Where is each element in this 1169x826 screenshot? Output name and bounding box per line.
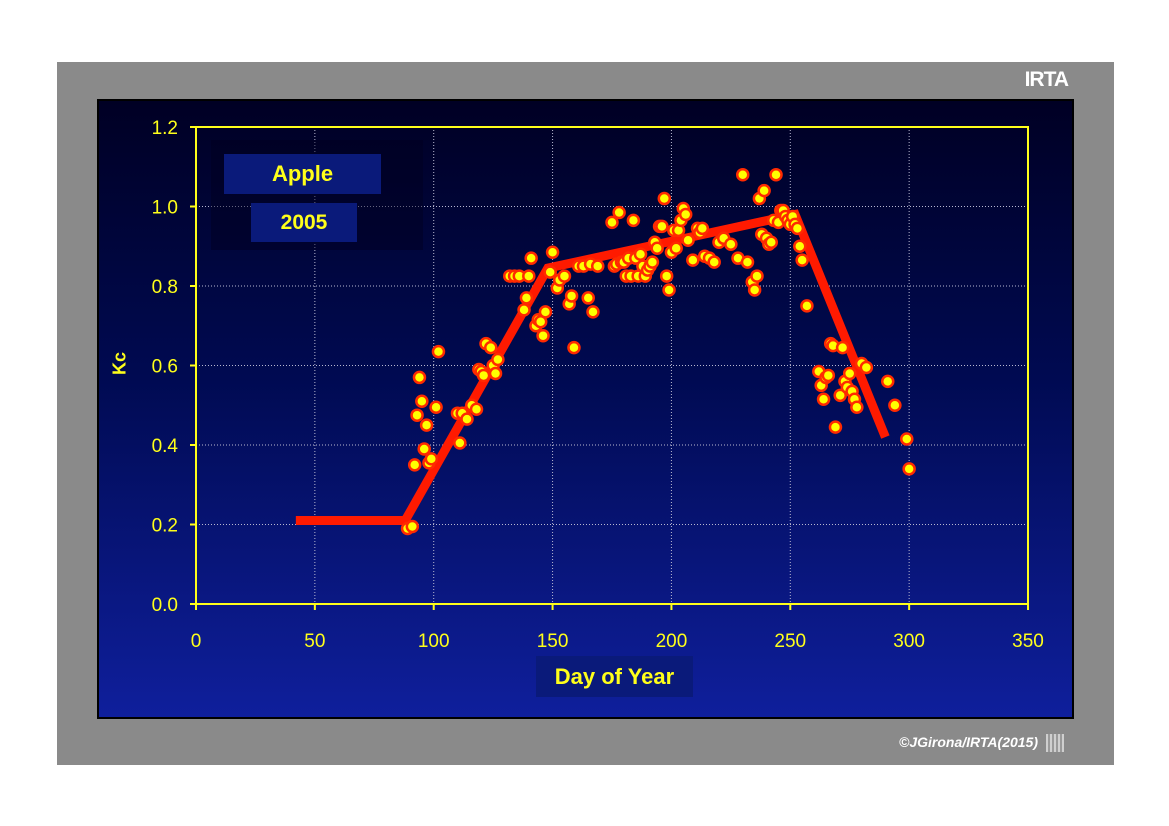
data-point [431, 344, 446, 359]
data-point [484, 340, 498, 355]
y-tick-label: 1.2 [152, 118, 178, 139]
data-point [678, 207, 693, 222]
x-tick-label: 0 [191, 631, 202, 652]
data-point [545, 245, 560, 259]
data-point [833, 388, 847, 403]
data-point [429, 400, 443, 414]
data-point [707, 255, 721, 269]
data-point [557, 269, 572, 283]
copyright-notice: ©JGirona/IRTA(2015) [899, 734, 1038, 750]
data-point [633, 247, 648, 261]
data-point [519, 291, 534, 305]
y-tick-label: 0.6 [152, 357, 178, 378]
data-point [538, 305, 553, 319]
data-point [821, 368, 836, 383]
data-point [410, 408, 424, 422]
x-tick-label: 100 [418, 631, 450, 652]
x-tick-label: 300 [893, 631, 925, 652]
data-point [757, 183, 771, 198]
x-tick-label: 50 [304, 631, 325, 652]
data-point [747, 283, 762, 297]
data-point [586, 305, 600, 319]
x-tick-label: 150 [537, 631, 569, 652]
y-tick-label: 0.2 [152, 516, 178, 537]
data-point [453, 436, 467, 450]
data-point [659, 269, 674, 283]
data-point [419, 418, 434, 432]
data-point [655, 219, 669, 234]
data-point [476, 368, 491, 383]
data-point [543, 265, 557, 279]
data-point [859, 360, 874, 375]
data-point [669, 241, 683, 255]
data-point [835, 340, 850, 355]
plot-panel [97, 99, 1074, 719]
data-point [460, 412, 474, 426]
data-point [405, 519, 420, 534]
data-point [581, 291, 595, 305]
x-tick-label: 250 [774, 631, 806, 652]
data-point [417, 442, 431, 456]
series-label: Apple [224, 154, 381, 194]
y-axis-label: Kc [109, 352, 130, 376]
data-point [902, 462, 916, 476]
y-tick-label: 0.0 [152, 595, 178, 616]
data-point [469, 402, 484, 416]
data-point [724, 237, 738, 252]
data-point [681, 233, 695, 248]
data-point [645, 255, 660, 269]
year-label: 2005 [251, 203, 357, 242]
data-point [695, 221, 710, 236]
data-point [795, 253, 809, 267]
data-point [662, 283, 676, 297]
y-tick-label: 0.4 [152, 436, 179, 457]
data-point [517, 303, 531, 317]
data-point [564, 289, 579, 303]
x-axis-label: Day of Year [536, 656, 693, 697]
data-point [612, 205, 626, 220]
y-tick-label: 1.0 [152, 198, 178, 219]
data-point [735, 167, 750, 182]
data-point [407, 458, 422, 472]
data-point [828, 420, 843, 434]
data-point [850, 400, 864, 414]
data-point [424, 452, 439, 466]
data-point [590, 259, 605, 273]
data-point [880, 374, 895, 389]
data-point [793, 239, 807, 253]
data-point [522, 269, 536, 283]
data-point [524, 251, 538, 265]
data-point [900, 432, 914, 446]
data-point [842, 366, 857, 381]
data-point [750, 269, 764, 283]
brand-logo: IRTA [1024, 68, 1069, 91]
irta-mark-icon [1046, 734, 1064, 752]
data-point [657, 191, 672, 206]
data-point [536, 328, 550, 343]
data-point [740, 255, 755, 269]
data-point [764, 235, 779, 250]
data-point [800, 299, 814, 313]
data-point [626, 213, 641, 228]
data-point [415, 394, 429, 409]
x-tick-label: 350 [1012, 631, 1044, 652]
data-point [686, 253, 700, 267]
data-point [650, 241, 664, 255]
data-point [888, 398, 902, 412]
data-point [769, 167, 783, 182]
data-point [605, 215, 619, 230]
data-point [412, 370, 427, 385]
data-point [816, 392, 831, 407]
data-point [488, 366, 503, 381]
y-tick-label: 0.8 [152, 277, 178, 298]
data-point [567, 340, 581, 355]
x-tick-label: 200 [656, 631, 688, 652]
data-point [790, 221, 805, 236]
data-point [491, 352, 505, 367]
